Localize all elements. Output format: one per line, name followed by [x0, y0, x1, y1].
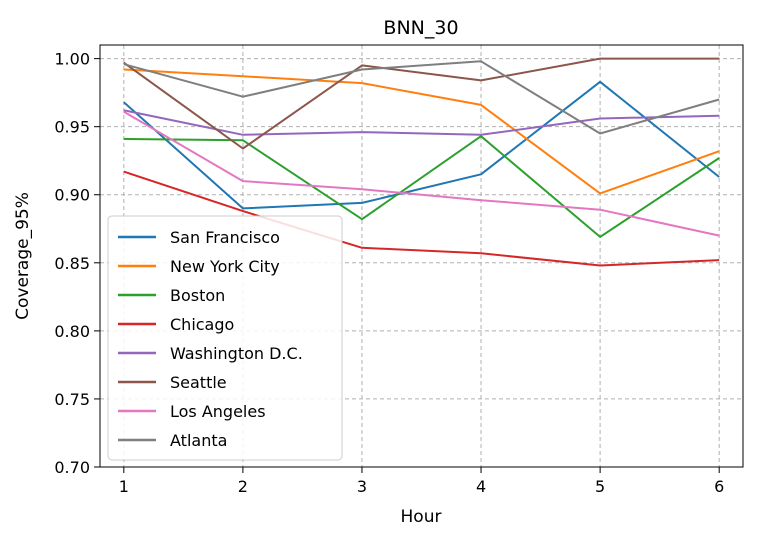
x-tick-label: 3: [357, 477, 367, 496]
plot-frame: [99, 44, 744, 468]
series-line-seattle: [123, 57, 720, 150]
y-tick-label: 1.00: [54, 50, 90, 69]
legend-label: Los Angeles: [170, 402, 266, 421]
series-line-new-york-city: [123, 68, 720, 195]
legend: San Francisco New York City Boston Chicago W…: [107, 215, 343, 461]
y-tick-label: 0.90: [54, 186, 90, 205]
series-line-boston: [123, 135, 720, 238]
legend-label: San Francisco: [170, 228, 280, 247]
legend-label: Seattle: [170, 373, 227, 392]
series-line-san-francisco: [123, 80, 720, 210]
series-line-los-angeles: [123, 110, 720, 237]
legend-label: Washington D.C.: [170, 344, 303, 363]
y-tick-label: 0.70: [54, 458, 90, 477]
series-line-washington-d-c: [123, 109, 720, 136]
legend-label: New York City: [170, 257, 280, 276]
y-axis-label: Coverage_95%: [13, 192, 33, 320]
y-tick-label: 0.95: [54, 118, 90, 137]
y-tick-label: 0.75: [54, 390, 90, 409]
x-tick-label: 6: [714, 477, 724, 496]
y-tick-label: 0.85: [54, 254, 90, 273]
legend-box: [107, 215, 343, 461]
legend-label: Atlanta: [170, 431, 227, 450]
chart-title: BNN_30: [383, 17, 458, 39]
legend-label: Boston: [170, 286, 225, 305]
x-tick-label: 4: [476, 477, 486, 496]
x-tick-label: 2: [238, 477, 248, 496]
x-tick-label: 1: [119, 477, 129, 496]
series-line-atlanta: [123, 60, 720, 135]
x-axis-label: Hour: [401, 507, 442, 527]
legend-label: Chicago: [170, 315, 234, 334]
axis-ticks: 1 2 3 4 5 6 0.70 0.75 0.80 0.85 0.90 0.95 1.00: [54, 50, 724, 496]
y-tick-label: 0.80: [54, 322, 90, 341]
x-tick-label: 5: [595, 477, 605, 496]
series-line-chicago: [123, 170, 720, 267]
series-lines: [123, 57, 720, 267]
